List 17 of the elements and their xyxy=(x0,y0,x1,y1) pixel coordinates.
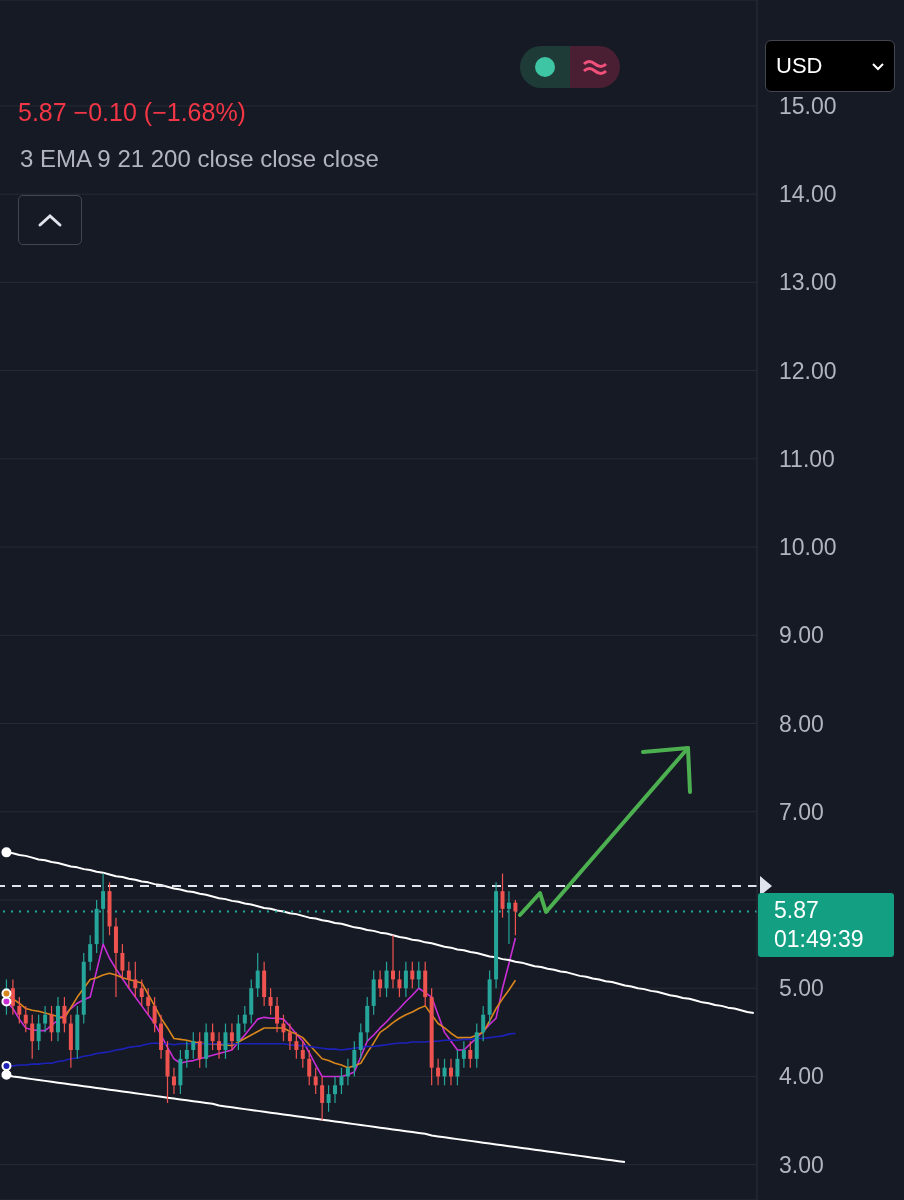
text: 01:49:39 xyxy=(774,925,865,955)
y-tick-label: 13.00 xyxy=(779,269,837,296)
text: 5.87 −0.10 (−1.68%) xyxy=(18,98,246,127)
annotation: 3 EMA 9 21 200 close close close xyxy=(20,145,379,173)
y-tick-label: 4.00 xyxy=(779,1063,824,1090)
text: 5.87 xyxy=(774,896,820,926)
y-tick-label: 7.00 xyxy=(779,798,824,825)
y-tick-label: 3.00 xyxy=(779,1151,824,1178)
text: USD xyxy=(776,53,823,79)
y-tick-label: 14.00 xyxy=(779,181,837,208)
y-tick-label: 9.00 xyxy=(779,622,824,649)
y-tick-label: 12.00 xyxy=(779,357,837,384)
y-tick-label: 5.00 xyxy=(779,975,824,1002)
y-tick-label: 10.00 xyxy=(779,534,837,561)
y-tick-label: 8.00 xyxy=(779,710,824,737)
y-tick-label: 11.00 xyxy=(779,445,835,472)
y-tick-label: 15.00 xyxy=(779,92,837,119)
